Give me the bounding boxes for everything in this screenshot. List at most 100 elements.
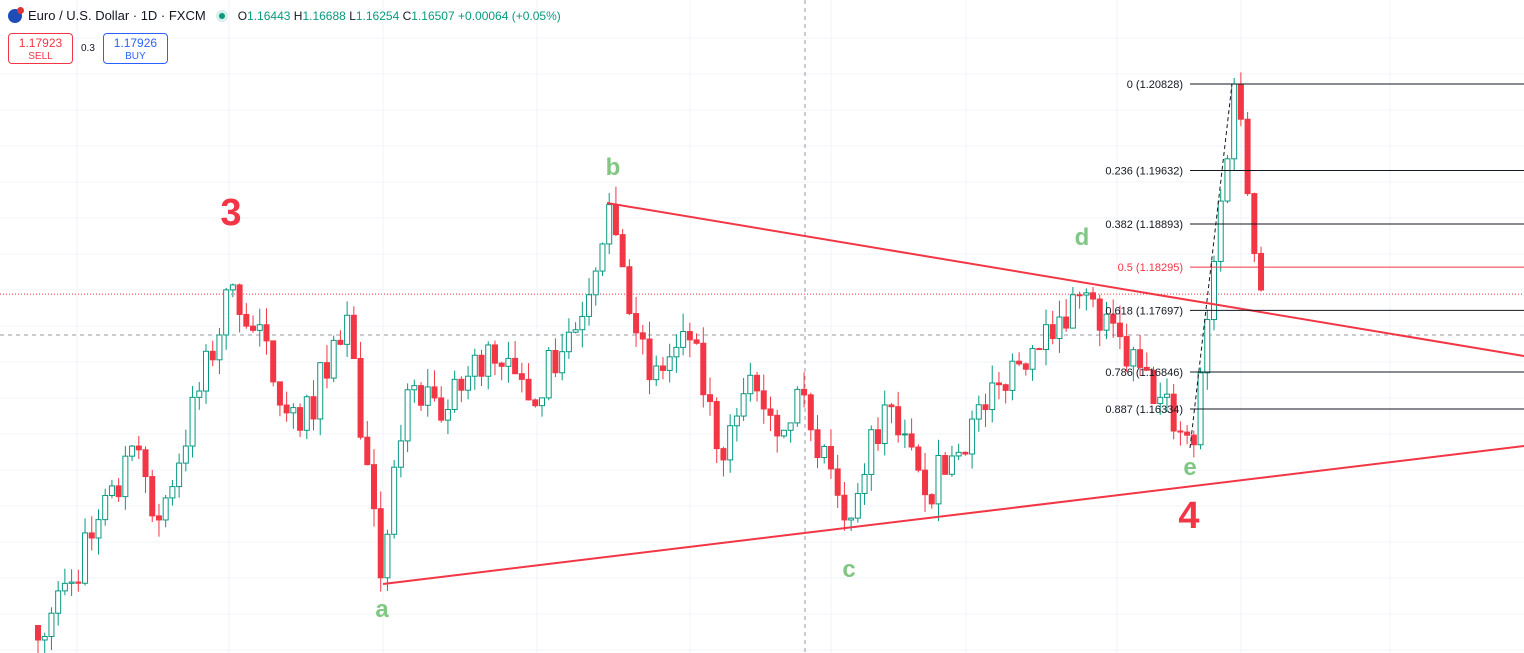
- candle-up: [1211, 260, 1217, 321]
- candle-down: [1143, 366, 1150, 371]
- candles: [35, 72, 1265, 653]
- candle-down: [323, 362, 330, 379]
- candle-up: [505, 357, 512, 367]
- candle-down: [310, 396, 317, 420]
- candle-up: [1029, 348, 1036, 370]
- candle-up: [780, 429, 787, 437]
- candle-up: [1103, 313, 1110, 331]
- candle-up: [384, 533, 391, 579]
- sell-label: SELL: [28, 51, 53, 62]
- candle-down: [1244, 118, 1251, 195]
- symbol-legend: Euro / U.S. Dollar · 1D · FXCM O1.16443 …: [8, 6, 561, 23]
- candle-down: [834, 468, 841, 496]
- candle-down: [1170, 393, 1177, 432]
- fib-trend-line[interactable]: [1189, 83, 1233, 449]
- candle-up: [317, 362, 324, 420]
- candle-up: [592, 270, 599, 296]
- buy-button[interactable]: 1.17926 BUY: [102, 33, 168, 64]
- candle-down: [888, 404, 895, 408]
- market-open-icon: [215, 9, 228, 22]
- open-label: O: [237, 8, 248, 23]
- candle-up: [176, 462, 183, 488]
- candle-down: [942, 455, 949, 475]
- candle-up: [203, 350, 209, 392]
- fib-level-label: 0.236 (1.19632): [1105, 165, 1183, 177]
- triangle-lower-trendline[interactable]: [382, 445, 1524, 585]
- candle-up: [1163, 393, 1170, 398]
- fib-level-label: 0.618 (1.17697): [1105, 305, 1183, 317]
- candle-down: [827, 445, 834, 470]
- wave-label-a: a: [375, 596, 389, 623]
- candle-up: [565, 331, 572, 353]
- candle-up: [861, 473, 868, 495]
- candle-up: [881, 404, 888, 445]
- candle-up: [303, 396, 310, 431]
- candle-up: [586, 294, 593, 317]
- candle-up: [599, 243, 606, 272]
- candle-up: [216, 334, 223, 361]
- candle-down: [814, 429, 821, 459]
- candle-up: [673, 346, 680, 358]
- candle-up: [229, 284, 236, 291]
- close-label: C: [402, 8, 412, 23]
- candle-down: [236, 284, 243, 315]
- candle-up: [653, 365, 660, 381]
- fib-level-label: 0.5 (1.18295): [1118, 262, 1183, 274]
- candle-up: [733, 415, 740, 427]
- candle-up: [868, 429, 875, 475]
- candle-up: [397, 440, 404, 468]
- candle-up: [1043, 324, 1049, 351]
- sell-button[interactable]: 1.17923 SELL: [8, 33, 73, 64]
- open-value: 1.16443: [247, 8, 291, 23]
- candle-up: [1157, 396, 1164, 405]
- candle-down: [1016, 360, 1023, 365]
- candle-up: [196, 390, 203, 398]
- candle-down: [922, 469, 929, 496]
- candle-down: [418, 385, 425, 406]
- candle-down: [619, 234, 626, 268]
- candle-down: [88, 532, 95, 539]
- candle-up: [1204, 319, 1211, 374]
- candle-up: [545, 349, 552, 399]
- candle-down: [1150, 369, 1157, 405]
- candle-up: [465, 375, 472, 391]
- candle-up: [41, 635, 48, 641]
- candle-up: [1056, 316, 1063, 340]
- candle-down: [263, 324, 270, 342]
- symbol-title[interactable]: Euro / U.S. Dollar · 1D · FXCM: [28, 8, 206, 23]
- candle-down: [774, 414, 781, 437]
- candle-up: [82, 532, 89, 584]
- candle-up: [48, 612, 55, 637]
- candle-up: [975, 404, 982, 420]
- candle-down: [525, 378, 532, 401]
- candle-down: [243, 313, 250, 327]
- candle-down: [982, 404, 989, 411]
- candle-down: [431, 386, 438, 399]
- candle-down: [707, 394, 713, 403]
- candle-up: [61, 582, 68, 592]
- candle-down: [962, 451, 969, 455]
- candle-up: [666, 356, 673, 371]
- candle-down: [915, 446, 922, 471]
- candle-down: [155, 515, 162, 521]
- candle-down: [350, 314, 357, 359]
- candle-down: [767, 408, 774, 416]
- candle-down: [297, 407, 304, 431]
- high-value: 1.16688: [302, 8, 346, 23]
- candle-down: [639, 332, 646, 340]
- eur-usd-flag-icon: [8, 6, 24, 23]
- candle-down: [841, 494, 848, 521]
- candle-down: [283, 404, 290, 414]
- candle-up: [572, 329, 579, 333]
- candle-down: [1076, 294, 1083, 297]
- candle-down: [438, 397, 445, 421]
- sell-price: 1.17923: [18, 36, 63, 50]
- candle-down: [1258, 252, 1265, 291]
- candle-down: [1096, 298, 1103, 331]
- candle-down: [646, 338, 653, 381]
- candle-down: [995, 382, 1002, 386]
- fib-retracement[interactable]: 0 (1.20828) 0.236 (1.19632) 0.382 (1.18893…: [1105, 79, 1524, 416]
- candle-up: [444, 409, 451, 421]
- triangle-upper-trendline[interactable]: [606, 202, 1524, 357]
